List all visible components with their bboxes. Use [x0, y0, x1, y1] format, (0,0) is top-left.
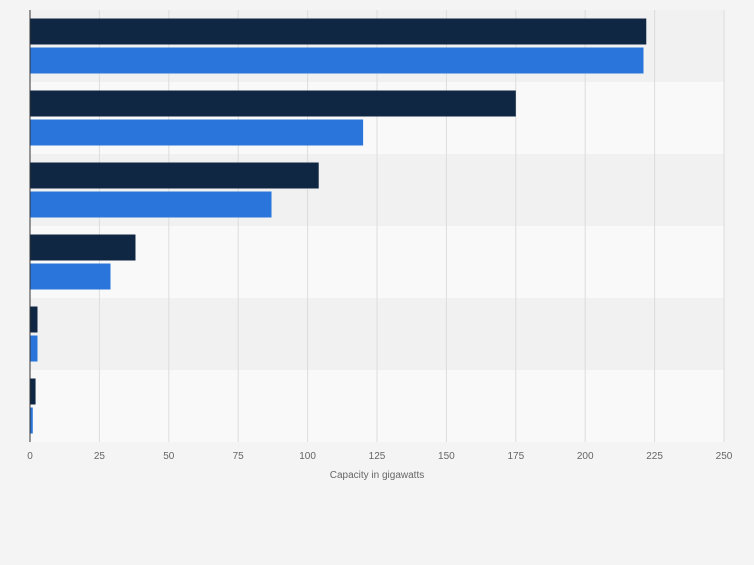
x-tick-label: 125: [369, 451, 386, 462]
bar: [30, 119, 364, 146]
bar: [30, 18, 647, 45]
bar: [30, 162, 319, 189]
x-tick-label: 150: [438, 451, 455, 462]
gridlines: [98, 10, 725, 442]
bar: [30, 306, 38, 333]
bar: [30, 191, 272, 218]
x-tick-label: 225: [646, 451, 663, 462]
bar: [30, 378, 36, 405]
bar: [30, 47, 644, 74]
bar: [30, 263, 111, 290]
bar: [30, 234, 136, 261]
x-tick-label: 75: [233, 451, 245, 462]
x-tick-label: 200: [577, 451, 594, 462]
bar: [30, 90, 516, 117]
bar: [30, 407, 33, 434]
x-tick-labels: 0 25 50 75 100 125 150 175 200 225 250: [27, 451, 733, 462]
x-tick-label: 250: [716, 451, 733, 462]
x-axis-title: Capacity in gigawatts: [330, 470, 425, 481]
bar: [30, 335, 38, 362]
x-tick-label: 50: [163, 451, 175, 462]
bars: [30, 18, 647, 434]
x-tick-label: 175: [507, 451, 524, 462]
x-tick-label: 25: [94, 451, 106, 462]
x-tick-label: 0: [27, 451, 33, 462]
x-tick-label: 100: [299, 451, 316, 462]
